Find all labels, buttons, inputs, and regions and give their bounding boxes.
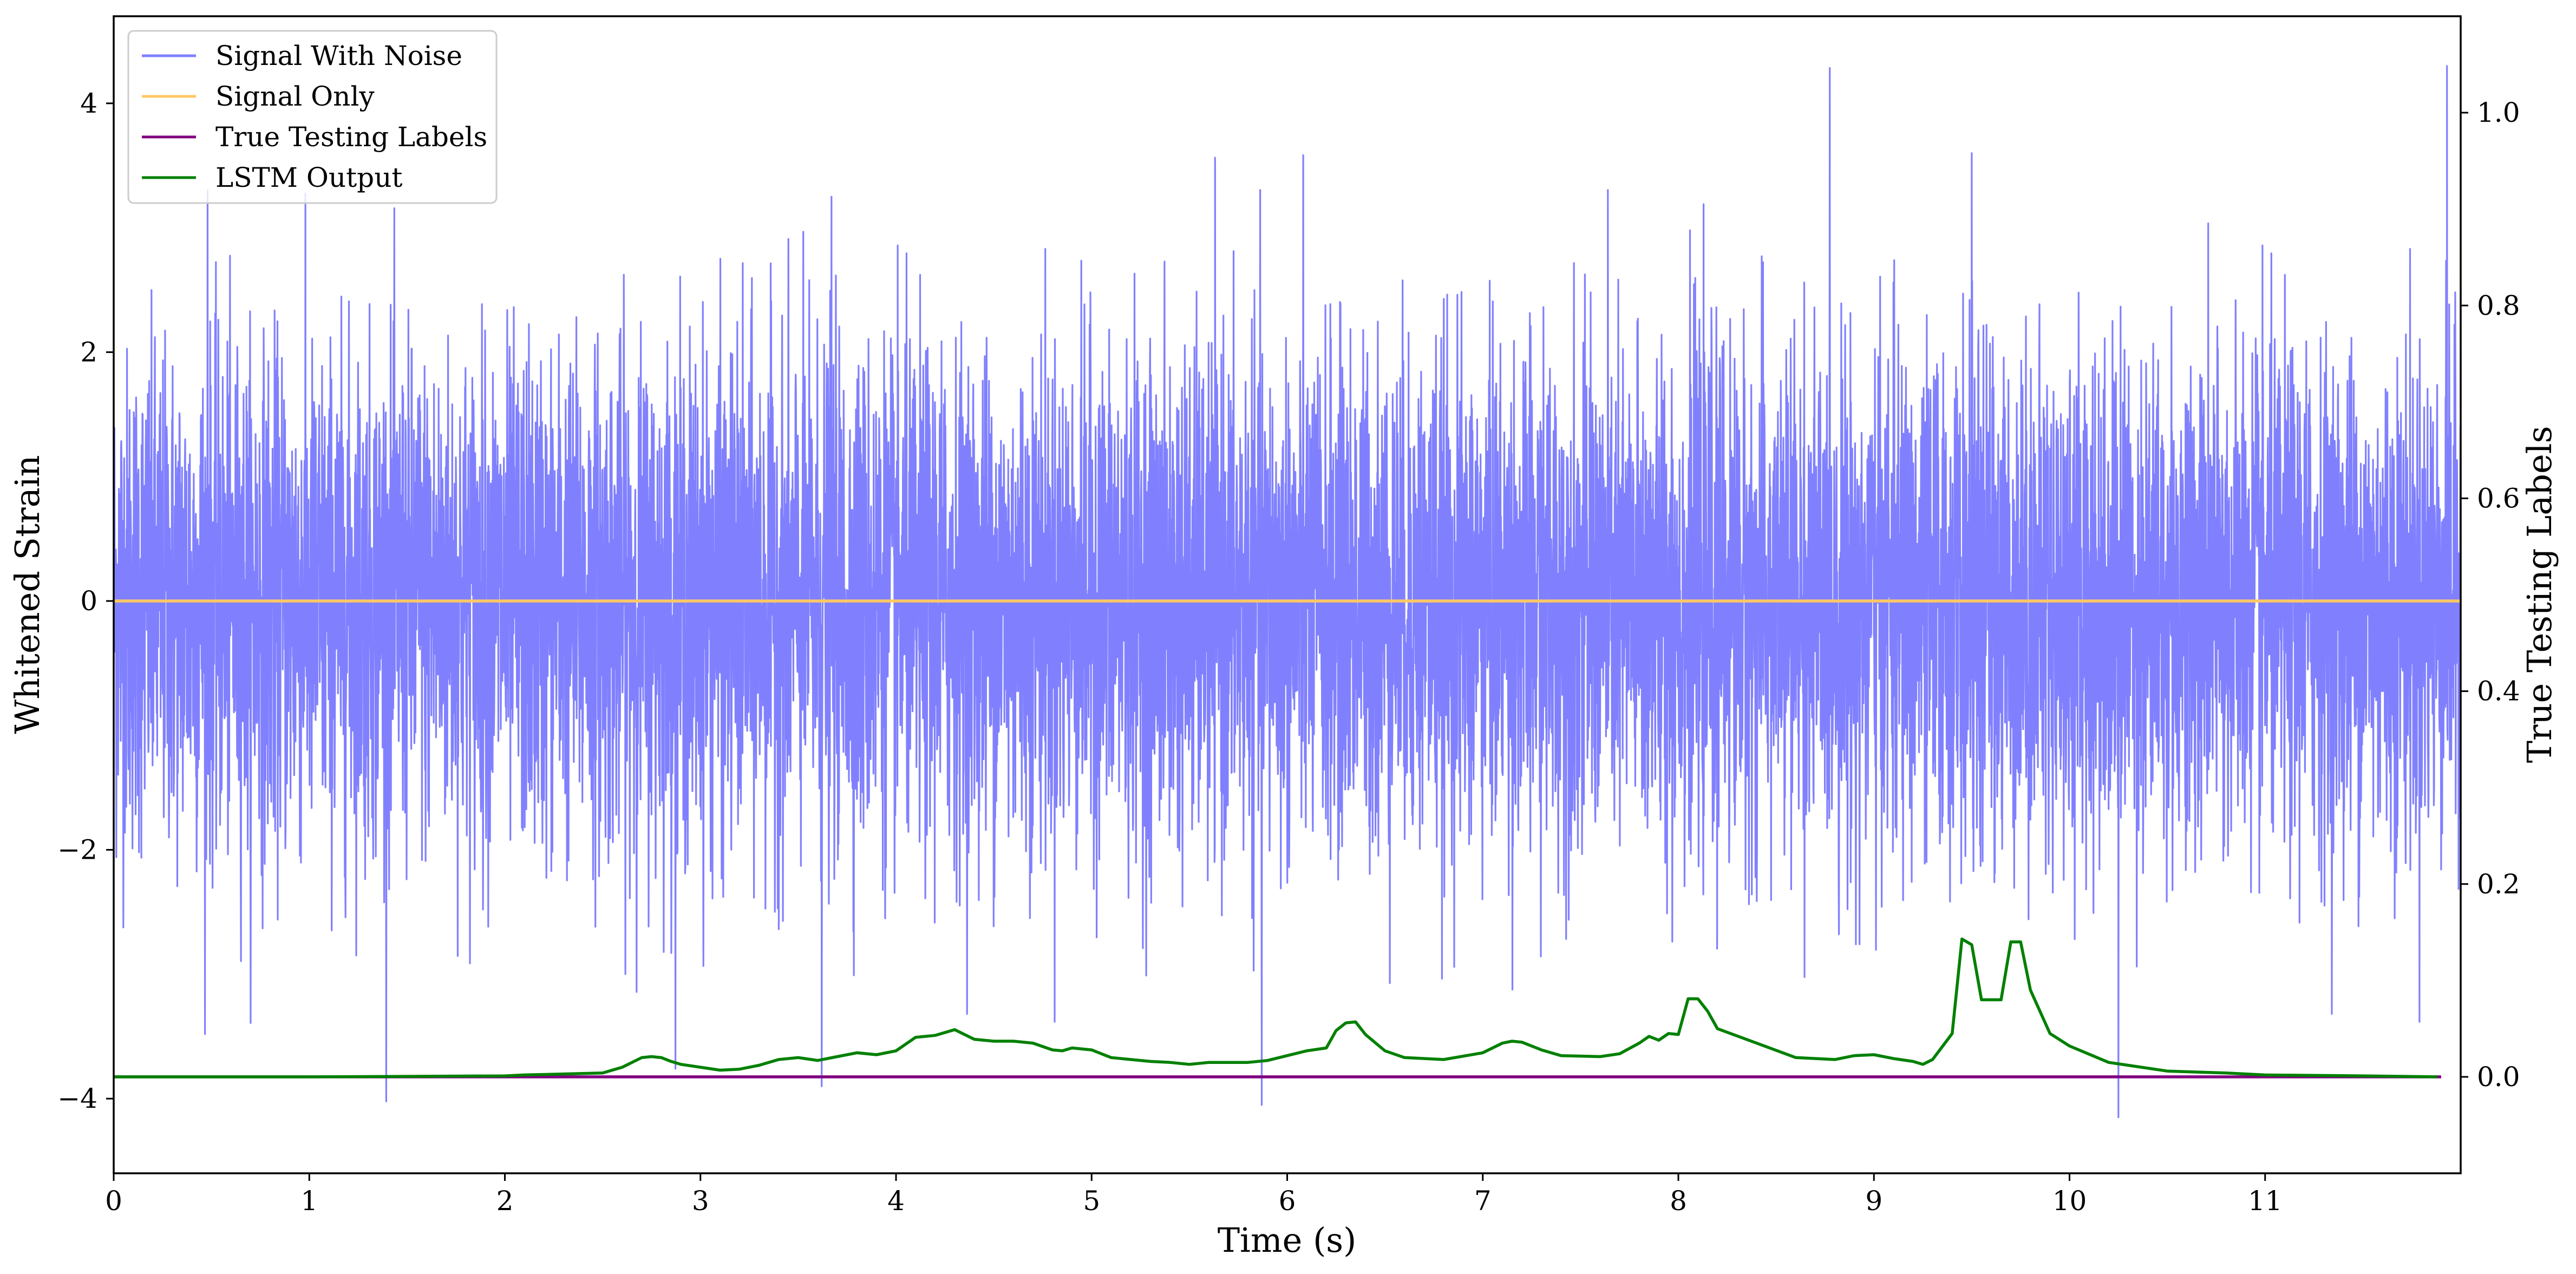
line-series-group <box>114 599 2461 1079</box>
x-tick-label: 6 <box>1279 1185 1296 1217</box>
y2-tick-label: 0.6 <box>2477 482 2520 514</box>
y2-tick-label: 0.8 <box>2477 290 2520 321</box>
x-tick-label: 3 <box>692 1185 709 1217</box>
signal-with-noise-line <box>114 65 2461 1119</box>
x-tick-label: 10 <box>2052 1185 2087 1217</box>
x-tick-label: 8 <box>1670 1185 1687 1217</box>
x-tick-label: 2 <box>496 1185 514 1217</box>
x-tick-label: 11 <box>2248 1185 2283 1217</box>
legend-label-signal-only: Signal Only <box>215 81 375 112</box>
y-tick-label: 0 <box>80 585 97 617</box>
legend-box <box>127 30 498 204</box>
axes-frame <box>113 15 2462 1174</box>
y-tick-label: 4 <box>80 88 97 119</box>
axis-ticks-group: 0 1 2 3 4 5 6 7 8 9 10 11 −4 −2 0 2 4 0.0 0.2 0.4 0.6 0.8 1.0 <box>57 88 2520 1217</box>
plot-area: 0 1 2 3 4 5 6 7 8 9 10 11−4−20240.00.20.40.60.81.0 … <box>8 15 2559 1260</box>
x-tick-label: 0 <box>105 1185 122 1217</box>
y2-tick-label: 0.2 <box>2477 868 2520 900</box>
x-tick-label: 4 <box>887 1185 905 1217</box>
y-tick-label: −4 <box>57 1083 97 1114</box>
legend-label-lstm-output: LSTM Output <box>215 162 402 193</box>
y2-tick-label: 1.0 <box>2477 97 2520 128</box>
x-axis-label: Time (s) <box>1218 1220 1357 1260</box>
x-tick-label: 7 <box>1474 1185 1492 1217</box>
y-tick-label: 2 <box>80 336 97 368</box>
y-tick-label: −2 <box>57 834 97 866</box>
lstm-output-line <box>114 937 2437 1079</box>
y-axis-label: Whitened Strain <box>8 455 47 734</box>
x-tick-label: 9 <box>1865 1185 1882 1217</box>
legend-label-true-testing-labels: True Testing Labels <box>215 121 487 153</box>
legend-label-signal-with-noise: Signal With Noise <box>215 40 462 71</box>
legend: Signal With Noise Signal Only True Testi… <box>127 30 498 204</box>
signal-with-noise-series <box>114 65 2461 1119</box>
y2-axis-label: True Testing Labels <box>2520 426 2559 763</box>
y2-tick-label: 0.0 <box>2477 1061 2520 1093</box>
y2-tick-label: 0.4 <box>2477 676 2520 707</box>
x-tick-label: 5 <box>1083 1185 1100 1217</box>
x-tick-label: 1 <box>300 1185 318 1217</box>
